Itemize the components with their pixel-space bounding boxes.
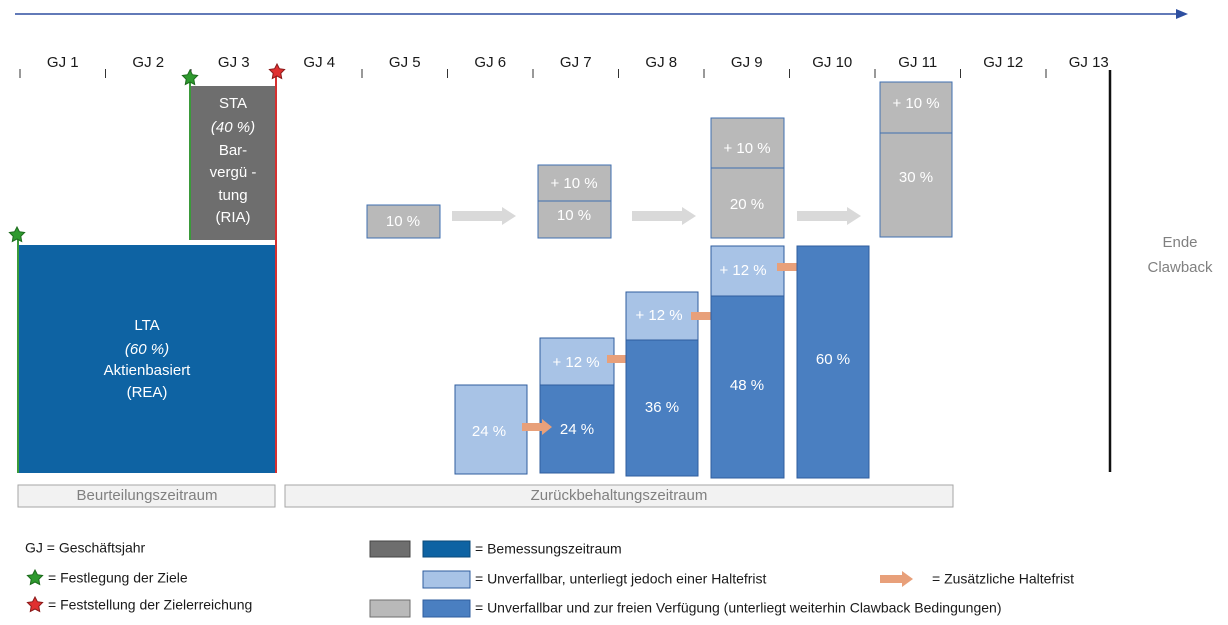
share-box: [539, 337, 615, 386]
share-label: + 12 %: [552, 354, 599, 371]
lta-title: LTA: [134, 317, 159, 334]
legend-arrow: [880, 571, 913, 587]
share-box: [710, 295, 785, 479]
cash-box: [710, 117, 785, 169]
cash-label: 20 %: [730, 196, 764, 213]
share-box: [539, 384, 615, 474]
cash-label: + 10 %: [892, 95, 939, 112]
year-label: GJ 2: [132, 54, 164, 71]
cash-label: + 10 %: [550, 175, 597, 192]
share-box: [625, 291, 699, 341]
legend-text: = Zusätzliche Haltefrist: [932, 571, 1074, 587]
end-label: Ende: [1162, 234, 1197, 251]
year-label: GJ 9: [731, 54, 763, 71]
legend-text: GJ = Geschäftsjahr: [25, 540, 146, 556]
cash-label: 10 %: [386, 213, 420, 230]
share-box: [796, 245, 870, 479]
legend-star: [26, 569, 44, 585]
legend-text: = Festlegung der Ziele: [48, 570, 188, 586]
cash-box: [710, 167, 785, 239]
year-label: GJ 8: [645, 54, 677, 71]
sta-line: vergü -: [210, 164, 257, 181]
legend-star: [26, 596, 44, 612]
achievement-star: [268, 63, 286, 79]
share-label: + 12 %: [719, 262, 766, 279]
legend-swatch: [422, 570, 471, 589]
lta-line: Aktienbasiert: [104, 362, 192, 379]
sta-line: Bar-: [219, 142, 247, 159]
share-label: + 12 %: [635, 307, 682, 324]
lta-line: (REA): [127, 384, 168, 401]
flow-arrow: [797, 207, 861, 225]
year-label: GJ 11: [898, 54, 937, 71]
cash-label: + 10 %: [723, 140, 770, 157]
year-label: GJ 12: [983, 54, 1023, 71]
end-label: Clawback: [1147, 259, 1213, 276]
sta-title: STA: [219, 95, 247, 112]
share-box: [710, 245, 785, 297]
year-label: GJ 3: [218, 54, 250, 71]
share-label: 24 %: [560, 421, 594, 438]
year-label: GJ 5: [389, 54, 421, 71]
legend-text: = Unverfallbar, unterliegt jedoch einer …: [475, 571, 767, 587]
year-label: GJ 7: [560, 54, 592, 71]
lta-share: (60 %): [125, 341, 169, 358]
share-box: [454, 384, 528, 475]
cash-box: [366, 204, 441, 239]
period-bar: [17, 484, 276, 508]
cash-box: [537, 164, 612, 202]
lta-box: [18, 245, 276, 473]
legend-swatch: [369, 540, 411, 558]
cash-label: 30 %: [899, 169, 933, 186]
target-star: [181, 69, 199, 85]
year-label: GJ 1: [47, 54, 79, 71]
target-star: [8, 226, 26, 242]
period-label: Zurückbehaltungszeitraum: [531, 487, 708, 504]
year-label: GJ 6: [474, 54, 506, 71]
legend-swatch: [422, 599, 471, 618]
timeline-head: [1176, 9, 1188, 19]
share-label: 24 %: [472, 423, 506, 440]
share-box: [625, 339, 699, 477]
sta-share: (40 %): [211, 119, 255, 136]
legend-text: = Feststellung der Zielerreichung: [48, 597, 252, 613]
year-label: GJ 13: [1069, 54, 1109, 71]
sta-box: [190, 86, 276, 240]
cash-label: 10 %: [557, 207, 591, 224]
period-label: Beurteilungszeitraum: [77, 487, 218, 504]
legend-swatch: [422, 540, 471, 558]
year-labels: GJ 1 GJ 2 GJ 3 GJ 4 GJ 5 GJ 6 GJ 7 GJ 8 GJ 9 GJ 1…: [47, 54, 1109, 71]
cash-box: [537, 200, 612, 239]
year-label: GJ 10: [812, 54, 852, 71]
legend-text: = Bemessungszeitraum: [475, 541, 622, 557]
legend-text: = Unverfallbar und zur freien Verfügung …: [475, 600, 1001, 616]
cash-box: [879, 132, 953, 238]
flow-arrow: [632, 207, 696, 225]
share-label: 36 %: [645, 399, 679, 416]
flow-arrow: [452, 207, 516, 225]
year-ticks: [19, 69, 1047, 78]
sta-line: (RIA): [216, 209, 251, 226]
period-bar: [284, 484, 954, 508]
share-label: 60 %: [816, 351, 850, 368]
legend-swatch: [369, 599, 411, 618]
share-label: 48 %: [730, 377, 764, 394]
sta-line: tung: [218, 187, 247, 204]
year-label: GJ 4: [303, 54, 335, 71]
